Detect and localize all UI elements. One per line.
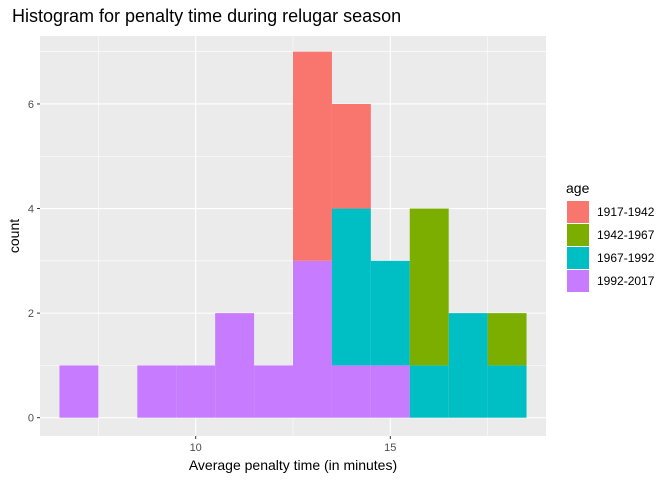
bar-1917-1942-bin-14 bbox=[331, 103, 371, 209]
x-tick-label: 15 bbox=[384, 442, 396, 454]
y-tick-label: 6 bbox=[28, 99, 34, 111]
legend-title: age bbox=[566, 180, 590, 196]
bar-1992-2017-bin-14 bbox=[331, 365, 371, 418]
bar-1992-2017-bin-10 bbox=[176, 365, 216, 418]
legend-label-1967-1992: 1967-1992 bbox=[597, 251, 655, 265]
legend-key-1992-2017 bbox=[567, 270, 589, 292]
bar-1992-2017-bin-9 bbox=[137, 365, 177, 418]
axis-ticks: 10 15 0 2 4 6 bbox=[28, 99, 397, 454]
legend-key-1917-1942 bbox=[567, 201, 589, 223]
legend: age 1917-1942 1942-1967 1967-1992 1992-2017 bbox=[566, 180, 655, 292]
bars-group bbox=[59, 51, 527, 418]
bar-1992-2017-bin-12 bbox=[254, 365, 293, 418]
bar-1967-1992-bin-16 bbox=[409, 365, 449, 418]
x-axis-title: Average penalty time (in minutes) bbox=[189, 457, 397, 473]
bar-1967-1992-bin-15 bbox=[370, 260, 410, 366]
y-tick-label: 0 bbox=[28, 413, 34, 425]
y-tick-label: 4 bbox=[28, 204, 34, 216]
bar-1967-1992-bin-18 bbox=[487, 365, 527, 418]
chart-title: Histogram for penalty time during reluga… bbox=[12, 6, 401, 26]
bar-1992-2017-bin-15 bbox=[370, 365, 410, 418]
legend-label-1942-1967: 1942-1967 bbox=[597, 228, 655, 242]
legend-label-1917-1942: 1917-1942 bbox=[597, 205, 655, 219]
bar-1992-2017-bin-7 bbox=[59, 365, 99, 418]
y-axis-title: count bbox=[6, 219, 22, 253]
bar-1967-1992-bin-14 bbox=[331, 208, 371, 366]
bar-1942-1967-bin-16 bbox=[409, 208, 449, 366]
legend-label-1992-2017: 1992-2017 bbox=[597, 274, 655, 288]
bar-1917-1942-bin-13 bbox=[293, 51, 332, 261]
legend-key-1942-1967 bbox=[567, 224, 589, 246]
y-tick-label: 2 bbox=[28, 308, 34, 320]
bar-1967-1992-bin-17 bbox=[448, 313, 488, 418]
bar-1942-1967-bin-18 bbox=[487, 313, 527, 366]
bar-1992-2017-bin-11 bbox=[215, 313, 255, 418]
x-tick-label: 10 bbox=[190, 442, 202, 454]
legend-key-1967-1992 bbox=[567, 247, 589, 269]
bar-1992-2017-bin-13 bbox=[293, 260, 332, 418]
